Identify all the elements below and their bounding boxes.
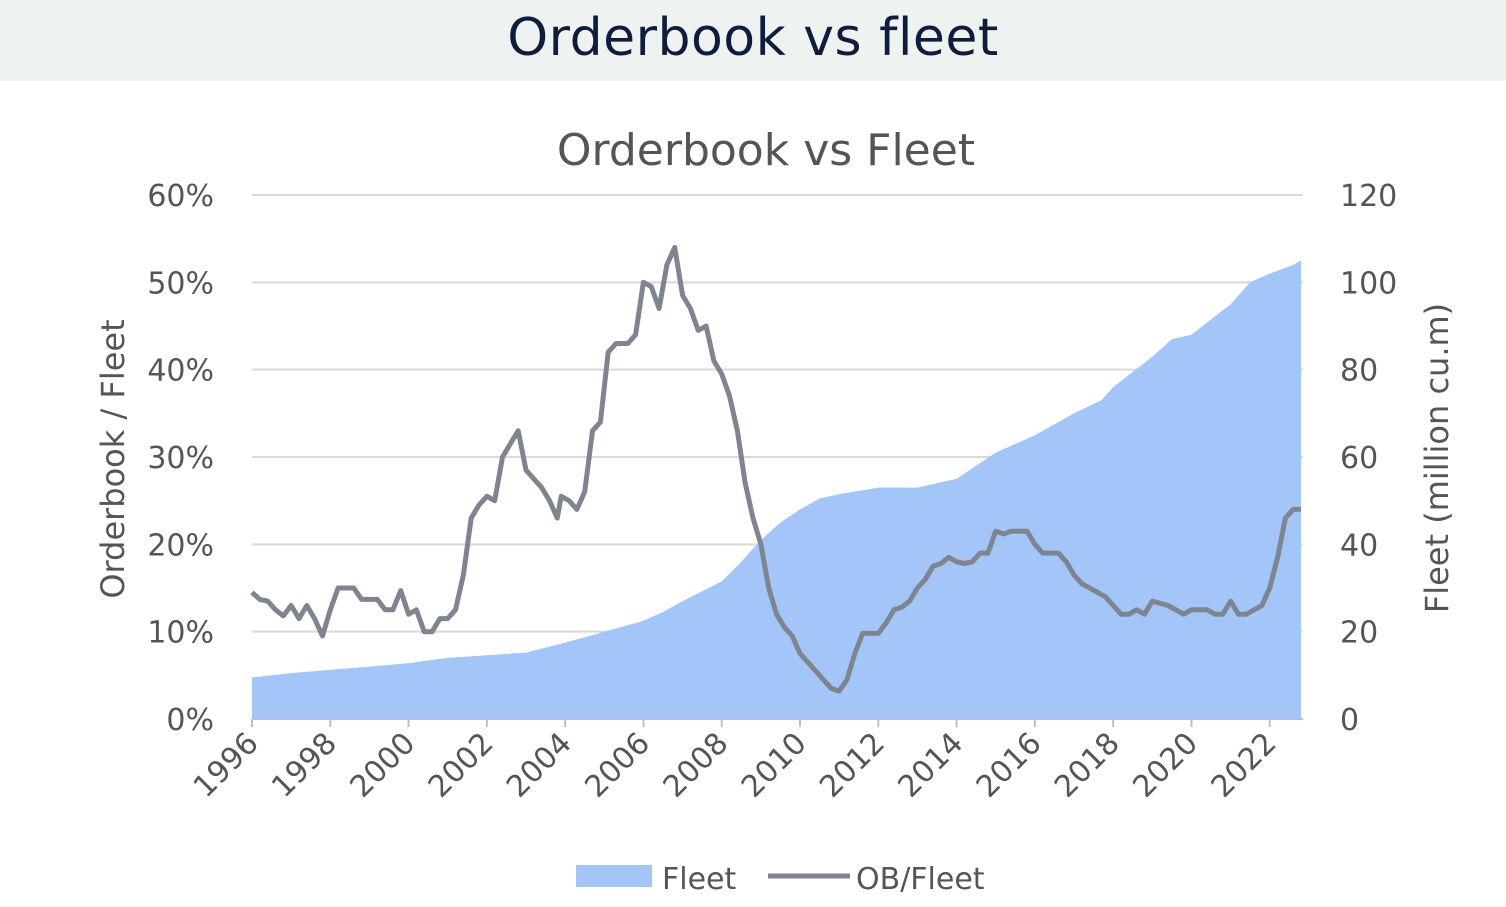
right-tick-label: 120: [1340, 179, 1397, 214]
x-axis-ticks: 1996 1998 2000 2002 2004 2006 2008 2010 2012 2014…: [187, 719, 1283, 805]
legend-fleet-swatch: [576, 865, 652, 887]
x-tick-label: 2016: [970, 726, 1049, 805]
right-tick-label: 40: [1340, 528, 1378, 563]
page-header: Orderbook vs fleet: [0, 0, 1506, 81]
right-axis-ticks: 0 20 40 60 80 100 120: [1340, 179, 1397, 738]
x-tick-label: 2012: [813, 726, 892, 805]
x-tick-label: 2002: [422, 726, 501, 805]
x-tick-label: 1998: [265, 726, 344, 805]
left-axis-title: Orderbook / Fleet: [94, 319, 132, 598]
chart-title: Orderbook vs Fleet: [557, 125, 975, 176]
left-tick-label: 60%: [147, 179, 214, 214]
left-tick-label: 0%: [166, 703, 214, 738]
left-tick-label: 10%: [147, 616, 214, 651]
x-tick-label: 2006: [578, 726, 657, 805]
right-tick-label: 0: [1340, 703, 1359, 738]
left-tick-label: 20%: [147, 528, 214, 563]
right-tick-label: 80: [1340, 354, 1378, 389]
left-tick-label: 40%: [147, 354, 214, 389]
x-tick-label: 2020: [1126, 726, 1205, 805]
page-title: Orderbook vs fleet: [507, 7, 999, 68]
left-tick-label: 30%: [147, 441, 214, 476]
right-axis-title: Fleet (million cu.m): [1418, 303, 1456, 613]
legend-fleet-label: Fleet: [662, 862, 737, 897]
x-tick-label: 2014: [891, 726, 970, 805]
legend: Fleet OB/Fleet: [576, 862, 985, 897]
right-tick-label: 20: [1340, 616, 1378, 651]
orderbook-vs-fleet-chart: Orderbook vs Fleet 0%10%20%30%40%50%60% …: [94, 125, 1456, 897]
fleet-area: [252, 260, 1301, 719]
x-tick-label: 2004: [500, 726, 579, 805]
ob-fleet-line: [250, 244, 1301, 694]
left-tick-label: 50%: [147, 266, 214, 301]
x-tick-label: 2022: [1205, 726, 1284, 805]
x-tick-label: 2008: [657, 726, 736, 805]
x-tick-label: 2018: [1048, 726, 1127, 805]
ob-fleet-line-layer: [250, 244, 1301, 694]
x-tick-label: 2010: [735, 726, 814, 805]
fleet-area-layer: [252, 260, 1301, 719]
left-axis-ticks: 0% 10% 20% 30% 40% 50% 60%: [147, 179, 214, 738]
x-tick-label: 2000: [343, 726, 422, 805]
right-tick-label: 60: [1340, 441, 1378, 476]
right-tick-label: 100: [1340, 266, 1397, 301]
legend-ob-fleet-label: OB/Fleet: [856, 862, 985, 897]
